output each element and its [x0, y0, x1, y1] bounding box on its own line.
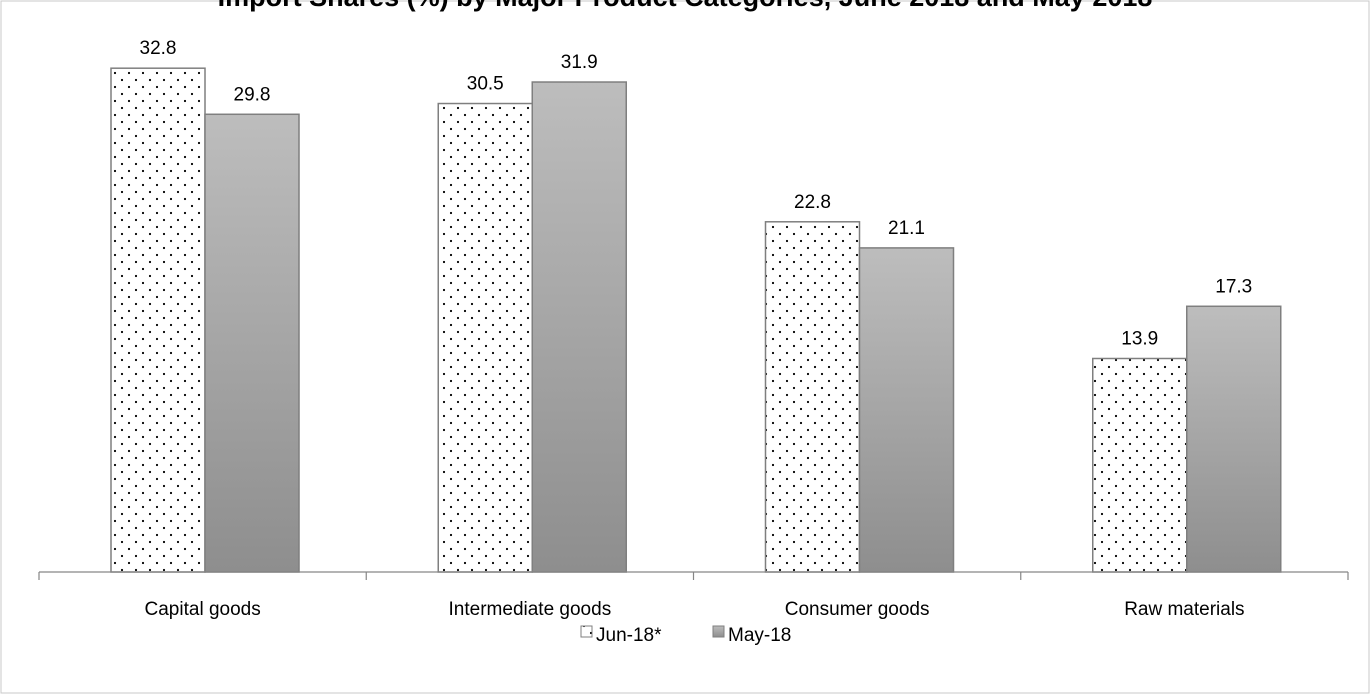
data-label: 22.8: [794, 192, 831, 213]
data-label: 17.3: [1215, 276, 1252, 297]
legend-label: May-18: [728, 625, 791, 646]
legend-swatch: [580, 625, 593, 638]
category-label: Consumer goods: [785, 599, 930, 620]
bar-may18-2: [858, 247, 955, 573]
data-label: 31.9: [561, 52, 598, 73]
bar-may18-3: [1186, 305, 1282, 573]
bar-jun18-3: [1092, 357, 1188, 573]
data-label: 29.8: [234, 84, 271, 105]
labels-layer: 32.8 29.8 30.5 31.9 22.8 21.1 13.9 17.3: [140, 38, 1253, 349]
bar-jun18-2: [764, 221, 861, 573]
bar-may18-1: [531, 81, 627, 573]
data-label: 21.1: [888, 218, 925, 239]
legend: Jun-18* May-18: [580, 625, 791, 646]
bar-jun18-0: [110, 67, 206, 573]
data-label: 32.8: [140, 38, 177, 59]
data-label: 13.9: [1121, 328, 1158, 349]
x-axis: Capital goods Intermediate goods Consumer …: [38, 571, 1349, 620]
category-label: Raw materials: [1124, 599, 1244, 620]
legend-swatch: [712, 625, 725, 638]
legend-label: Jun-18*: [596, 625, 662, 646]
bar-jun18-1: [437, 102, 533, 573]
data-label: 30.5: [467, 74, 504, 95]
bar-may18-0: [204, 113, 300, 573]
category-label: Capital goods: [145, 599, 261, 620]
bars-layer: [110, 67, 1282, 573]
category-label: Intermediate goods: [449, 599, 612, 620]
chart-title: Import Shares (%) by Major Product Categ…: [218, 0, 1153, 12]
